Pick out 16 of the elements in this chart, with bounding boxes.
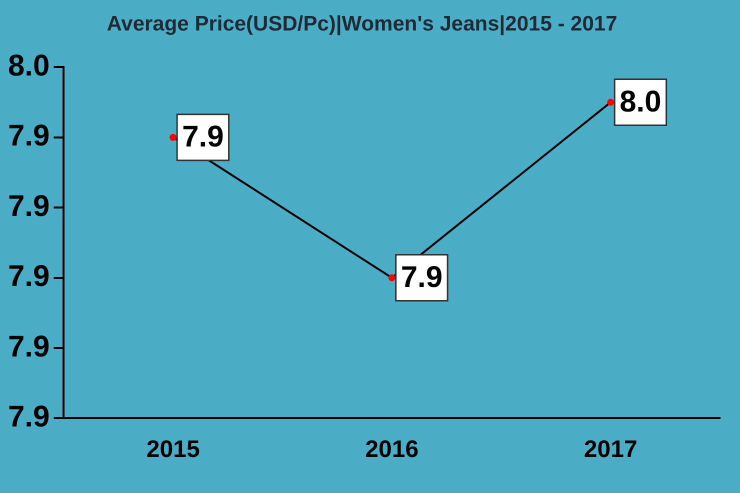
point — [388, 274, 396, 282]
point — [607, 98, 614, 106]
y-tick-label: 7.9 — [8, 260, 50, 294]
data-label: 8.0 — [620, 86, 662, 119]
y-tick-label: 7.9 — [8, 400, 50, 434]
y-tick-label: 7.9 — [8, 330, 50, 364]
y-tick-label: 7.9 — [8, 190, 50, 223]
x-tick-label: 2016 — [365, 436, 419, 464]
y-tick-label: 7.9 — [8, 120, 50, 153]
x-tick-label: 2015 — [146, 436, 200, 464]
x-tick-label: 2017 — [584, 436, 638, 464]
chart-title: Average Price(USD/Pc)|Women's Jeans|2015 - 2017 — [106, 12, 618, 36]
y-tick-label: 8.0 — [8, 49, 50, 82]
point — [170, 134, 177, 141]
data-label: 7.9 — [182, 120, 224, 154]
data-label: 7.9 — [400, 261, 443, 294]
